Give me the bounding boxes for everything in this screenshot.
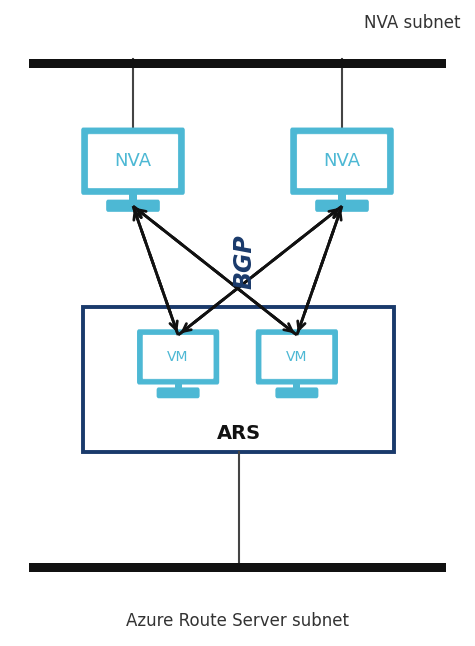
FancyBboxPatch shape [88,134,178,189]
FancyBboxPatch shape [157,388,200,398]
Text: BGP: BGP [233,234,256,289]
Bar [338,193,346,202]
FancyBboxPatch shape [290,127,394,195]
FancyBboxPatch shape [106,200,160,212]
FancyBboxPatch shape [256,329,338,384]
Text: NVA: NVA [114,152,152,170]
Text: NVA subnet: NVA subnet [364,14,461,32]
FancyBboxPatch shape [137,329,219,384]
FancyBboxPatch shape [297,134,387,189]
Text: NVA: NVA [323,152,361,170]
FancyBboxPatch shape [261,335,332,379]
FancyBboxPatch shape [142,335,214,379]
Text: VM: VM [286,350,308,364]
FancyBboxPatch shape [81,127,185,195]
Bar [175,382,181,390]
FancyBboxPatch shape [315,200,369,212]
Bar [294,382,300,390]
FancyBboxPatch shape [276,388,318,398]
FancyBboxPatch shape [83,307,394,452]
Text: ARS: ARS [217,424,261,443]
Bar [129,193,137,202]
Text: Azure Route Server subnet: Azure Route Server subnet [126,612,349,630]
Bar [28,563,446,572]
Text: VM: VM [167,350,189,364]
Bar [28,59,446,68]
